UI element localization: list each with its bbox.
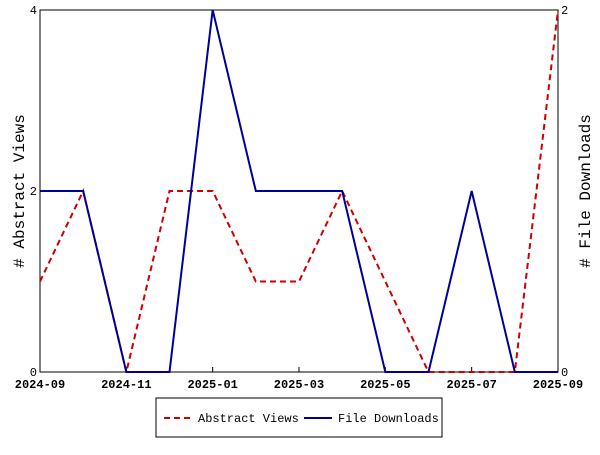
series-line	[39, 9, 559, 373]
y2-tick-label: 2	[561, 4, 568, 18]
legend-label: File Downloads	[338, 412, 439, 426]
x-tick-label: 2025-07	[446, 378, 496, 392]
x-tick-label: 2025-01	[187, 378, 237, 392]
y-axis-title: # Abstract Views	[11, 114, 29, 268]
y2-axis-title: # File Downloads	[577, 114, 595, 268]
legend-label: Abstract Views	[198, 412, 299, 426]
x-tick-label: 2025-09	[533, 378, 583, 392]
y2-tick-label: 0	[561, 366, 568, 380]
x-tick-label: 2024-09	[15, 378, 65, 392]
series-line	[40, 9, 558, 373]
y-tick-label: 4	[30, 4, 37, 18]
legend-box	[155, 397, 443, 438]
x-tick-label: 2025-05	[360, 378, 410, 392]
y-tick-label: 2	[30, 185, 37, 199]
y-tick-label: 0	[30, 366, 37, 380]
x-tick-label: 2025-03	[274, 378, 324, 392]
x-tick-label: 2024-11	[101, 378, 151, 392]
